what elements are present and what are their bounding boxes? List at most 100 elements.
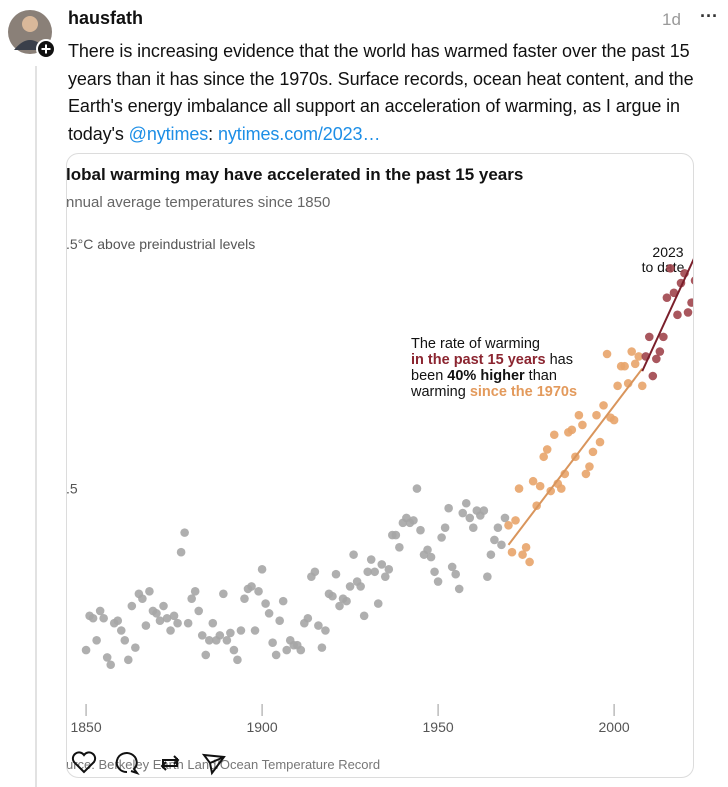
data-point bbox=[345, 582, 355, 591]
data-point bbox=[556, 484, 566, 493]
data-point bbox=[479, 506, 489, 515]
data-point bbox=[595, 437, 605, 447]
data-point bbox=[461, 498, 471, 508]
data-point bbox=[690, 276, 693, 285]
data-point bbox=[433, 577, 443, 586]
data-point bbox=[490, 535, 499, 545]
timestamp: 1d bbox=[662, 10, 681, 29]
data-point bbox=[465, 513, 475, 523]
annotation-text: warming bbox=[410, 384, 470, 400]
data-point bbox=[257, 565, 267, 574]
data-point bbox=[363, 567, 372, 577]
data-point bbox=[507, 547, 517, 557]
chart-source: urce: Berkeley Earth Land/Ocean Temperat… bbox=[66, 757, 380, 772]
data-point bbox=[409, 516, 418, 525]
data-point bbox=[637, 381, 647, 391]
data-point bbox=[254, 587, 263, 596]
data-point bbox=[204, 635, 214, 645]
data-point bbox=[669, 288, 679, 298]
annotation-text: than bbox=[525, 368, 557, 384]
data-point bbox=[560, 469, 570, 479]
data-point bbox=[504, 520, 513, 530]
data-point bbox=[444, 503, 453, 513]
share-button[interactable] bbox=[201, 753, 226, 776]
data-point bbox=[451, 569, 460, 579]
data-point bbox=[92, 635, 101, 645]
chart-title: lobal warming may have accelerated in th… bbox=[66, 165, 523, 184]
image-card[interactable] bbox=[66, 153, 694, 778]
annotation-highlight: 40% higher bbox=[447, 368, 525, 384]
data-point bbox=[349, 550, 358, 559]
data-point bbox=[169, 611, 179, 621]
post-body: There is increasing evidence that the wo… bbox=[68, 41, 694, 144]
x-tick-label: 1950 bbox=[423, 719, 454, 735]
mention-link[interactable]: @nytimes bbox=[128, 123, 209, 144]
data-point bbox=[525, 557, 534, 567]
post-text: There is increasing evidence that the wo… bbox=[68, 38, 728, 148]
data-point bbox=[493, 523, 503, 533]
data-point bbox=[620, 361, 629, 371]
data-point bbox=[162, 613, 172, 623]
data-point bbox=[416, 525, 425, 535]
data-point bbox=[226, 628, 235, 638]
data-point bbox=[539, 452, 548, 462]
data-point bbox=[113, 616, 123, 626]
data-point bbox=[197, 631, 207, 640]
data-point bbox=[138, 594, 147, 603]
data-point bbox=[176, 547, 186, 557]
data-point bbox=[328, 591, 337, 601]
x-tick-label: 1850 bbox=[70, 719, 101, 735]
repost-button[interactable] bbox=[160, 755, 180, 771]
data-point bbox=[127, 601, 137, 611]
data-point bbox=[384, 565, 394, 574]
data-point bbox=[264, 609, 274, 618]
like-button[interactable] bbox=[71, 751, 97, 774]
data-point bbox=[106, 660, 116, 670]
data-point bbox=[215, 631, 225, 640]
data-point bbox=[549, 430, 559, 440]
data-point bbox=[145, 587, 154, 596]
data-point bbox=[395, 542, 404, 552]
data-point bbox=[321, 626, 330, 635]
data-point bbox=[102, 653, 112, 662]
data-point bbox=[412, 484, 422, 493]
data-point bbox=[233, 655, 242, 665]
data-point bbox=[592, 410, 601, 420]
data-point bbox=[380, 572, 390, 581]
data-point bbox=[342, 596, 351, 606]
data-point bbox=[542, 445, 552, 454]
annotation-highlight: since the 1970s bbox=[470, 384, 577, 400]
data-point bbox=[116, 626, 126, 635]
url-link[interactable]: nytimes.com/2023… bbox=[217, 123, 381, 144]
data-point bbox=[314, 621, 323, 630]
annotation: been 40% higher than bbox=[411, 368, 557, 384]
data-point bbox=[201, 650, 211, 660]
data-point bbox=[247, 582, 256, 591]
data-point bbox=[180, 528, 189, 537]
data-point bbox=[426, 552, 436, 562]
data-point bbox=[440, 523, 450, 533]
last-label: 2023 bbox=[652, 244, 683, 260]
data-point bbox=[99, 613, 108, 623]
data-point bbox=[659, 332, 668, 342]
username[interactable]: hausfath bbox=[68, 8, 144, 28]
data-point bbox=[219, 589, 228, 599]
data-point bbox=[370, 567, 380, 577]
data-point bbox=[152, 609, 161, 618]
trend-line bbox=[507, 368, 644, 546]
data-point bbox=[373, 599, 383, 608]
data-point bbox=[497, 540, 506, 550]
reply-button[interactable] bbox=[115, 752, 140, 775]
data-point bbox=[528, 476, 538, 486]
data-point bbox=[655, 347, 665, 356]
data-point bbox=[124, 655, 133, 665]
data-point bbox=[95, 606, 105, 616]
data-point bbox=[518, 550, 527, 559]
data-point bbox=[683, 308, 693, 317]
data-point bbox=[303, 613, 313, 623]
more-menu[interactable]: ··· bbox=[700, 6, 718, 26]
data-point bbox=[317, 643, 327, 652]
data-point bbox=[588, 447, 598, 457]
data-point bbox=[356, 582, 365, 591]
